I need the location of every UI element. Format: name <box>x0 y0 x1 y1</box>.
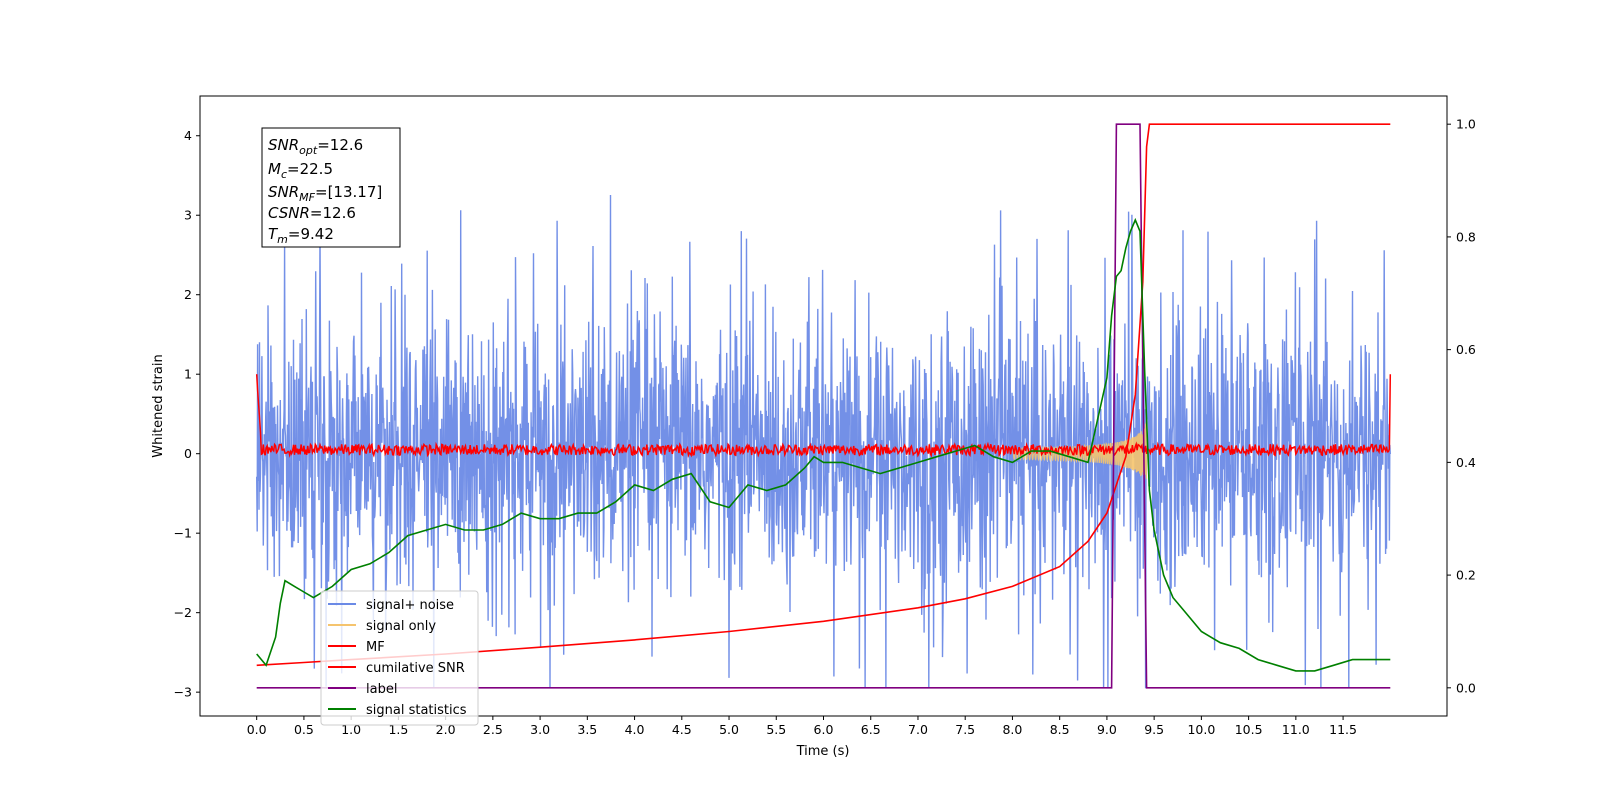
x-tick-label: 10.0 <box>1187 722 1215 737</box>
annotation-tm: Tm=9.42 <box>268 225 334 246</box>
x-tick-label: 6.0 <box>814 722 834 737</box>
x-tick-label: 4.5 <box>672 722 692 737</box>
y-axis-right: 0.0 0.2 0.4 0.6 0.8 1.0 <box>1447 117 1476 695</box>
x-tick-label: 3.5 <box>577 722 597 737</box>
x-tick-label: 1.5 <box>388 722 408 737</box>
x-tick-label: 8.0 <box>1002 722 1022 737</box>
x-axis-label: Time (s) <box>796 744 850 759</box>
series-label <box>256 123 1391 689</box>
y-tick-label: 0 <box>184 446 192 461</box>
x-tick-label: 0.0 <box>247 722 267 737</box>
y-tick-label: 3 <box>184 208 192 223</box>
legend: signal+ noise signal only MF cumilative … <box>320 590 479 726</box>
x-axis: 0.0 0.5 1.0 1.5 2.0 2.5 3.0 3.5 4.0 4.5 5.0 5.5 6.0 6… <box>247 716 1357 737</box>
y-tick-label: −1 <box>174 526 192 541</box>
y2-tick-label: 0.0 <box>1456 680 1476 695</box>
legend-frame <box>320 590 479 726</box>
series-mf <box>255 374 1392 459</box>
x-tick-label: 11.0 <box>1282 722 1310 737</box>
x-tick-label: 5.0 <box>719 722 739 737</box>
y2-tick-label: 1.0 <box>1456 117 1476 132</box>
x-tick-label: 2.5 <box>483 722 503 737</box>
x-tick-label: 2.0 <box>436 722 456 737</box>
x-tick-label: 0.5 <box>294 722 314 737</box>
x-tick-label: 5.5 <box>766 722 786 737</box>
annotation-snr-mf: SNRMF=[13.17] <box>268 183 382 204</box>
y-tick-label: 2 <box>184 287 192 302</box>
annotation-mc: Mc=22.5 <box>268 160 333 181</box>
legend-label-label: label <box>366 682 397 697</box>
annotation-snr-opt: SNRopt=12.6 <box>268 136 363 157</box>
annotation-frame <box>261 127 401 248</box>
x-tick-label: 6.5 <box>861 722 881 737</box>
x-tick-label: 10.5 <box>1235 722 1263 737</box>
y-axis-label: Whitened strain <box>151 354 166 457</box>
y-tick-label: 1 <box>184 367 192 382</box>
y2-tick-label: 0.4 <box>1456 455 1476 470</box>
x-tick-label: 4.0 <box>625 722 645 737</box>
legend-label-signal-only: signal only <box>366 619 436 634</box>
y-tick-label: 4 <box>184 128 192 143</box>
x-tick-label: 3.0 <box>530 722 550 737</box>
x-tick-label: 11.5 <box>1329 722 1357 737</box>
x-tick-label: 7.0 <box>908 722 928 737</box>
y-axis-left: −3 −2 −1 0 1 2 3 4 <box>174 128 200 700</box>
y-tick-label: −3 <box>174 685 192 700</box>
y2-tick-label: 0.8 <box>1456 229 1476 244</box>
annotation-box: SNRopt=12.6 Mc=22.5 SNRMF=[13.17] CSNR=1… <box>261 127 401 248</box>
legend-label-signal-noise: signal+ noise <box>366 598 454 613</box>
legend-label-mf: MF <box>366 640 385 655</box>
y2-tick-label: 0.6 <box>1456 342 1476 357</box>
series-signal-statistics <box>256 217 1391 672</box>
legend-label-signal-statistics: signal statistics <box>366 703 467 718</box>
series-signal-noise <box>256 194 1391 689</box>
legend-label-cumulative-snr: cumilative SNR <box>366 661 465 676</box>
x-tick-label: 1.0 <box>341 722 361 737</box>
y-tick-label: −2 <box>174 605 192 620</box>
annotation-csnr: CSNR=12.6 <box>268 204 356 222</box>
x-tick-label: 7.5 <box>955 722 975 737</box>
x-tick-label: 9.5 <box>1144 722 1164 737</box>
x-tick-label: 9.0 <box>1097 722 1117 737</box>
y2-tick-label: 0.2 <box>1456 568 1476 583</box>
x-tick-label: 8.5 <box>1050 722 1070 737</box>
